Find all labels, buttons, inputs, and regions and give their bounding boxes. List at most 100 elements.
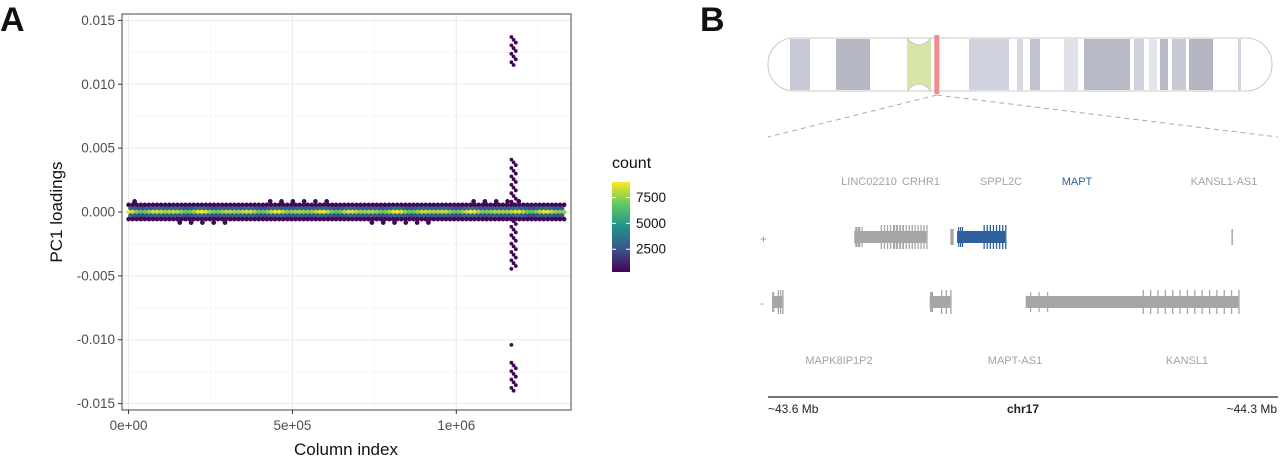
hexbin-cell xyxy=(278,213,284,218)
hexbin-cell xyxy=(126,209,131,215)
hexbin-cell xyxy=(443,209,449,215)
hexbin-cell xyxy=(484,209,490,215)
hexbin-cell xyxy=(486,213,492,218)
ideogram-band xyxy=(1064,39,1078,90)
hexbin-cell xyxy=(398,209,404,215)
hexbin-cell xyxy=(455,202,461,208)
hexbin-cell xyxy=(511,194,516,198)
hexbin-cell xyxy=(513,180,518,184)
chromosome-name-label: chr17 xyxy=(1007,402,1039,416)
hexbin-cell xyxy=(276,202,282,208)
hexbin-cell xyxy=(468,216,473,222)
hexbin-cell xyxy=(525,209,530,215)
hexbin-cell xyxy=(504,202,510,208)
hexbin-cell xyxy=(511,227,516,232)
exon-mark xyxy=(1208,290,1211,314)
hexbin-cell xyxy=(343,213,349,218)
hexbin-cell xyxy=(256,202,262,208)
hexbin-cell xyxy=(327,206,333,211)
hexbin-cell xyxy=(311,206,317,211)
hexbin-cell xyxy=(295,206,300,211)
hexbin-cell xyxy=(177,213,182,218)
hexbin-cell xyxy=(409,213,414,218)
legend-break-label: 5000 xyxy=(636,216,666,231)
hexbin-cell xyxy=(333,202,339,208)
hexbin-cell xyxy=(539,206,545,211)
hexbin-cell xyxy=(331,213,337,218)
hexbin-cell xyxy=(346,202,351,208)
y-tick-label: -0.005 xyxy=(77,268,115,283)
hexbin-cell xyxy=(480,216,486,222)
hexbin-cell xyxy=(203,209,209,215)
exon-mark xyxy=(999,225,1001,249)
hexbin-cell xyxy=(297,202,302,208)
hexbin-cell xyxy=(130,209,135,215)
hexbin-cell xyxy=(197,213,203,218)
hexbin-cell xyxy=(268,209,274,215)
hexbin-cell xyxy=(329,202,335,208)
hexbin-cell xyxy=(490,206,496,211)
hexbin-cell xyxy=(333,209,339,215)
hexbin-cell xyxy=(407,216,412,222)
hexbin-cell xyxy=(429,206,435,211)
hexbin-cell xyxy=(509,360,514,365)
hexbin-cell xyxy=(527,206,532,211)
hexbin-cell xyxy=(545,209,551,215)
hexbin-cell xyxy=(244,202,249,208)
hexbin-cell xyxy=(276,216,282,222)
hexbin-cell xyxy=(152,213,158,218)
hexbin-cell xyxy=(423,209,429,215)
hexbin-cell xyxy=(474,206,479,211)
hexbin-cell xyxy=(284,202,290,208)
hexbin-cell xyxy=(513,40,518,45)
hexbin-cell xyxy=(480,202,486,208)
hexbin-cell xyxy=(513,247,518,252)
hexbin-cell xyxy=(513,163,518,168)
hexbin-cell xyxy=(264,202,270,208)
hexbin-cell xyxy=(492,216,498,222)
hexbin-cell xyxy=(468,202,473,208)
hexbin-cell xyxy=(451,216,457,222)
chromosome-ideogram xyxy=(767,35,1273,94)
exon-mark xyxy=(861,227,863,247)
hexbin-cell xyxy=(282,206,288,211)
hexbin-cell xyxy=(307,206,313,211)
exon-mark xyxy=(896,225,899,249)
hexbin-cell xyxy=(374,202,380,208)
x-tick-label: 1e+06 xyxy=(437,418,475,433)
hexbin-cell xyxy=(254,206,260,211)
hexbin-cell xyxy=(411,216,416,222)
exon-mark xyxy=(1172,290,1174,314)
exon-mark xyxy=(858,227,860,247)
hexbin-cell xyxy=(400,206,406,211)
hexbin-cell xyxy=(183,202,188,208)
hexbin-cell xyxy=(209,206,215,211)
hexbin-cell xyxy=(451,202,457,208)
hexbin-cell xyxy=(394,216,400,222)
zoom-lines xyxy=(767,94,1279,138)
hexbin-cell xyxy=(126,216,131,222)
hexbin-cell xyxy=(445,213,451,218)
hexbin-cell xyxy=(533,209,538,215)
hexbin-cell xyxy=(402,209,408,215)
hexbin-cell xyxy=(207,209,213,215)
hexbin-cell xyxy=(509,174,514,179)
hexbin-cell xyxy=(215,209,221,215)
hexbin-cell xyxy=(227,202,233,208)
hexbin-cell xyxy=(449,213,455,218)
hexbin-cell xyxy=(368,213,374,218)
hexbin-cell xyxy=(511,160,516,165)
region-start-label: ~43.6 Mb xyxy=(768,402,819,416)
hexbin-cell xyxy=(417,213,422,218)
gene-label: KANSL1 xyxy=(1166,355,1208,367)
hexbin-cell xyxy=(317,216,323,222)
hexbin-cell xyxy=(364,213,370,218)
hexbin-cell xyxy=(553,209,559,215)
hexbin-cell xyxy=(394,202,400,208)
hexbin-cell xyxy=(146,216,152,222)
hexbin-cell xyxy=(132,206,138,211)
exon-mark xyxy=(945,290,947,314)
hexbin-cell xyxy=(128,213,133,218)
gene-mapt-as1: MAPT-AS1 xyxy=(929,290,1042,367)
hexbin-cell xyxy=(415,202,420,208)
